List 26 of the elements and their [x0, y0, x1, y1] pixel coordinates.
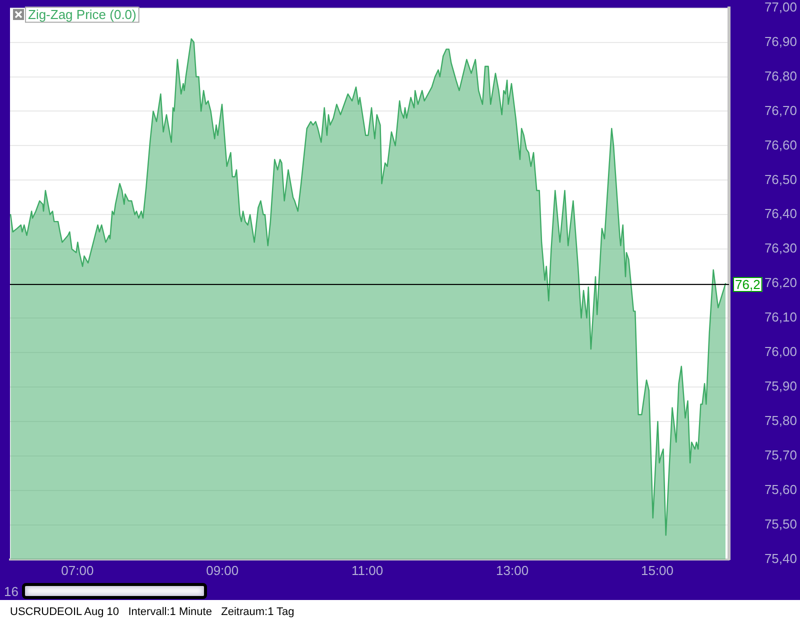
y-tick-label: 76,20 — [764, 275, 797, 290]
y-tick-label: 76,50 — [764, 172, 797, 187]
text: 16 — [4, 584, 18, 599]
x-tick-label: 09:00 — [206, 562, 239, 578]
y-tick-label: 76,10 — [764, 310, 797, 325]
y-tick-label: 76,90 — [764, 34, 797, 49]
y-tick-label: 75,40 — [764, 550, 797, 566]
y-tick-label: 75,50 — [764, 516, 797, 532]
y-tick-label: 76,30 — [764, 240, 797, 256]
x-tick-label: 07:00 — [61, 562, 94, 578]
y-tick-label: 75,60 — [764, 482, 797, 498]
x-tick-label: 11:00 — [352, 562, 384, 578]
y-tick-label: 76,80 — [764, 68, 797, 84]
ref-line-label: 76,2 — [735, 277, 760, 292]
text: USCRUDEOIL Aug 10 Intervall:1 Minute Zeitraum:1 Tag — [10, 606, 294, 619]
text: Zig-Zag Price (0.0) — [28, 6, 136, 22]
y-tick-label: 75,70 — [764, 448, 797, 463]
x-tick-label: 13:00 — [496, 562, 529, 578]
y-tick-label: 75,80 — [764, 413, 797, 428]
y-tick-label: 76,60 — [764, 137, 797, 152]
y-tick-label: 76,00 — [764, 344, 797, 360]
y-tick-label: 75,90 — [764, 378, 797, 394]
x-tick-label: 15:00 — [640, 562, 674, 578]
y-tick-label: 76,70 — [764, 102, 797, 118]
y-tick-label: 76,40 — [764, 206, 797, 222]
y-tick-label: 77,00 — [764, 0, 797, 14]
